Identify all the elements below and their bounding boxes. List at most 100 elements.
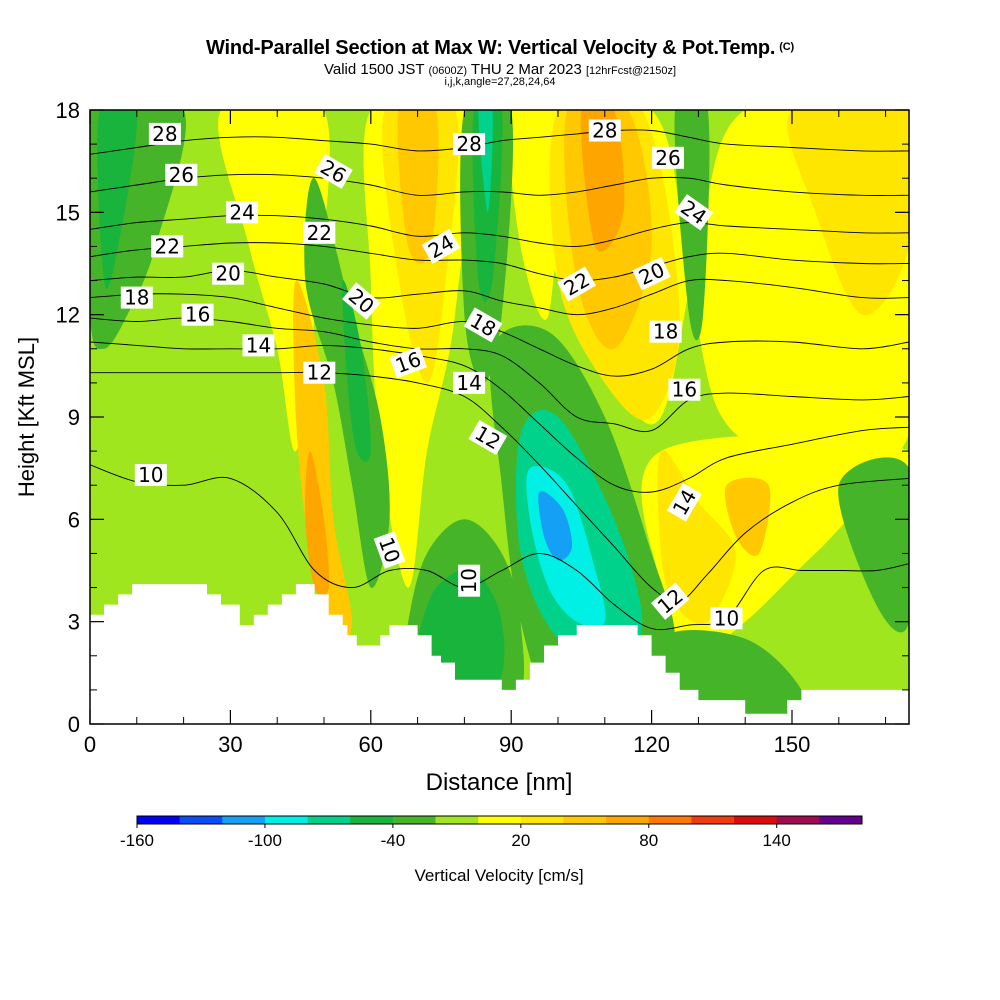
colorbar-swatch-12 — [648, 816, 692, 824]
y-tick-label: 0 — [68, 712, 80, 737]
contour-label-text: 14 — [246, 333, 271, 357]
y-tick-label: 18 — [56, 98, 80, 123]
x-tick-label: 0 — [84, 732, 96, 757]
contour-label-text: 16 — [672, 378, 697, 402]
colorbar-swatch-11 — [606, 816, 650, 824]
theta-contour-22 — [90, 242, 909, 282]
colorbar-swatch-1 — [179, 816, 223, 824]
theta-contour-14 — [90, 341, 909, 493]
contour-label-26: 18 — [649, 320, 682, 344]
velocity-region-31 — [838, 457, 909, 633]
colorbar-swatch-9 — [520, 816, 564, 824]
colorbar: -160 -100 -40 20 80 140 — [120, 815, 863, 850]
theta-contour-16 — [90, 317, 909, 433]
y-tick-label: 9 — [68, 405, 80, 430]
colorbar-swatch-7 — [435, 816, 479, 824]
forecast-info: [12hrFcst@2150z] — [585, 65, 677, 77]
y-tick-label: 3 — [68, 610, 80, 635]
colorbar-swatch-14 — [734, 816, 778, 824]
contour-label-1: 26 — [165, 163, 198, 187]
velocity-region-14 — [724, 477, 771, 557]
velocity-region-10 — [397, 110, 439, 264]
colorbar-tick-label: -100 — [248, 831, 282, 850]
velocity-region-12 — [305, 451, 330, 597]
contour-label-11: 22 — [303, 221, 336, 245]
colorbar-tick-label: 20 — [511, 831, 530, 850]
contour-label-30: 10 — [710, 606, 743, 630]
colorbar-swatch-4 — [307, 816, 351, 824]
colorbar-swatch-6 — [392, 816, 436, 824]
copyright-mark: (C) — [779, 41, 794, 53]
contour-label-text: 28 — [592, 119, 617, 143]
theta-contour-18 — [90, 293, 909, 377]
colorbar-swatch-16 — [819, 816, 863, 824]
valid-utc: (0600Z) — [428, 65, 468, 77]
colorbar-swatch-10 — [563, 816, 607, 824]
y-tick-label: 15 — [56, 200, 80, 225]
colorbar-label: Vertical Velocity [cm/s] — [414, 866, 583, 885]
theta-contour-12 — [90, 371, 909, 603]
x-tick-label: 90 — [499, 732, 523, 757]
velocity-region-19 — [342, 280, 371, 462]
contour-label-0: 28 — [148, 122, 181, 146]
colorbar-swatch-5 — [350, 816, 394, 824]
velocity-region-29 — [538, 491, 573, 561]
valid-time-line: Valid 1500 JST (0600Z) THU 2 Mar 2023 [1… — [0, 61, 1000, 78]
contour-label-2: 24 — [226, 200, 259, 224]
contour-label-text: 18 — [653, 320, 678, 344]
terrain-layer — [90, 584, 909, 724]
contour-label-8: 12 — [303, 361, 336, 385]
contour-label-text: 12 — [307, 361, 332, 385]
contour-label-4: 20 — [212, 262, 245, 286]
contour-label-18: 14 — [453, 371, 486, 395]
velocity-region-5 — [509, 110, 561, 320]
x-tick-label: 60 — [359, 732, 383, 757]
velocity-region-18 — [304, 177, 390, 589]
axes-layer: 0 3 6 9 12 15 18 0 30 60 90 120 150 — [56, 98, 909, 757]
colorbar-swatch-13 — [691, 816, 735, 824]
colorbar-swatch-3 — [264, 816, 308, 824]
contour-label-text: 18 — [124, 286, 149, 310]
colorbar-tick-label: 80 — [639, 831, 658, 850]
velocity-region-17 — [97, 110, 138, 289]
contour-label-text: 10 — [138, 463, 163, 487]
theta-contour-10 — [90, 464, 909, 631]
contour-label-6: 16 — [181, 303, 214, 327]
contour-label-text: 22 — [307, 221, 332, 245]
contour-label-text: 26 — [169, 163, 194, 187]
contour-label-text: 22 — [154, 234, 179, 258]
colorbar-tick-label: 140 — [763, 831, 791, 850]
colorbar-swatch-0 — [137, 816, 181, 824]
y-axis-label: Height [Kft MSL] — [14, 337, 39, 497]
contour-label-text: 28 — [152, 122, 177, 146]
contour-label-text: 24 — [229, 200, 254, 224]
chart-title: Wind-Parallel Section at Max W: Vertical… — [206, 37, 794, 59]
terrain-mask — [90, 584, 909, 724]
contour-label-layer: 2826242220181614121026222016102824181412… — [120, 119, 743, 630]
contour-label-5: 18 — [120, 286, 153, 310]
x-tick-label: 120 — [633, 732, 670, 757]
y-tick-label: 6 — [68, 507, 80, 532]
contour-label-text: 10 — [457, 568, 481, 593]
contour-label-9: 10 — [134, 463, 167, 487]
contour-label-text: 14 — [456, 371, 481, 395]
colorbar-tick-label: -160 — [120, 831, 154, 850]
contour-label-15: 28 — [453, 132, 486, 156]
x-tick-label: 150 — [774, 732, 811, 757]
contour-label-3: 22 — [151, 234, 184, 258]
contour-label-22: 26 — [652, 146, 684, 170]
contour-label-text: 16 — [185, 303, 210, 327]
colorbar-swatch-15 — [776, 816, 820, 824]
contour-label-7: 14 — [242, 333, 275, 357]
contour-label-text: 28 — [456, 132, 481, 156]
colorbar-swatch-8 — [478, 816, 522, 824]
contour-label-21: 28 — [588, 119, 621, 143]
x-tick-label: 30 — [218, 732, 242, 757]
valid-prefix: Valid 1500 JST — [323, 61, 425, 78]
contour-label-20: 10 — [457, 564, 481, 597]
valid-date: THU 2 Mar 2023 — [470, 61, 582, 78]
colorbar-tick-label: -40 — [381, 831, 406, 850]
y-tick-label: 12 — [56, 303, 80, 328]
grid-info: i,j,k,angle=27,28,24,64 — [444, 76, 556, 88]
contour-label-27: 16 — [668, 378, 701, 402]
